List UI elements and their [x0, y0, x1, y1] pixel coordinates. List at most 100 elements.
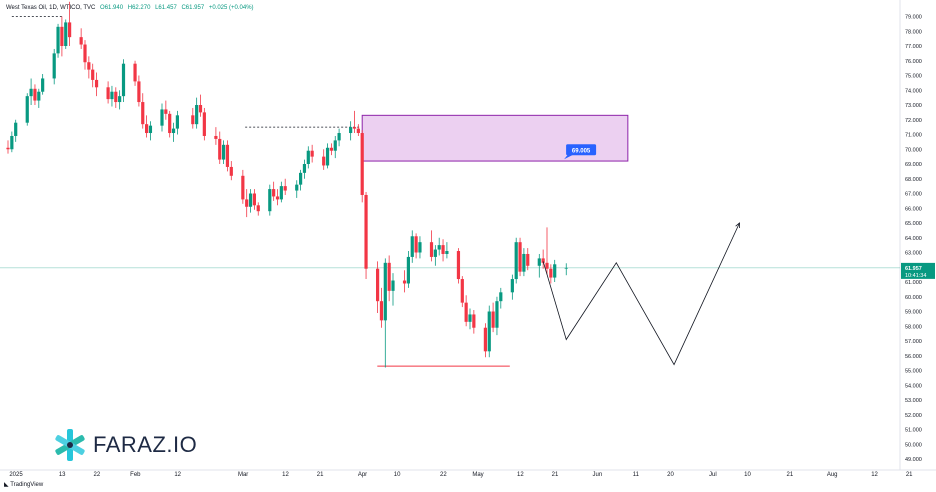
candle [114, 87, 118, 108]
candle [33, 84, 37, 105]
candle [495, 296, 499, 336]
candle [306, 146, 310, 169]
candle [79, 28, 83, 49]
candle-body [94, 79, 99, 88]
candle-body [537, 258, 541, 266]
candle [472, 310, 476, 334]
candle [352, 110, 357, 134]
y-tick-label: 69.000 [905, 162, 922, 168]
candle [160, 103, 164, 132]
candle-body [391, 280, 395, 291]
x-tick-label: 21 [906, 472, 913, 478]
y-tick-label: 68.000 [905, 177, 922, 183]
candle-body [522, 253, 526, 272]
x-tick-label: 20 [667, 472, 674, 478]
symbol-title: West Texas Oil, 1D, WTICO, TVC [6, 5, 96, 11]
y-tick-label: 66.000 [905, 206, 922, 212]
x-tick-label: Apr [358, 472, 367, 478]
candle-body [60, 26, 64, 46]
candle-body [268, 189, 272, 212]
candle [94, 72, 99, 97]
candle [445, 242, 449, 259]
y-tick-label: 56.000 [905, 354, 922, 360]
candle-body [356, 128, 360, 134]
candle-body [272, 189, 276, 197]
candle [333, 135, 337, 159]
candle [360, 130, 364, 203]
candle [133, 60, 137, 86]
y-tick-label: 58.000 [905, 324, 922, 330]
candle-body [352, 127, 357, 129]
candle-body [121, 63, 126, 97]
candle [487, 305, 491, 358]
x-tick-label: 11 [633, 472, 640, 478]
candle-body [6, 147, 10, 150]
candle-body [14, 122, 18, 136]
candle [64, 19, 68, 49]
candle-body [256, 205, 260, 212]
y-tick-label: 51.000 [905, 428, 922, 434]
candle [191, 107, 195, 129]
candle-body [491, 311, 495, 328]
y-tick-label: 74.000 [905, 88, 922, 94]
y-tick-label: 52.000 [905, 413, 922, 419]
candle-body [133, 63, 137, 82]
candle-body [79, 37, 83, 45]
candle-body [175, 115, 179, 129]
y-tick-label: 53.000 [905, 398, 922, 404]
candle-body [526, 253, 530, 266]
candle-body [410, 236, 414, 257]
close-value: C61.957 [181, 5, 205, 11]
tradingview-badge[interactable]: ◣ TradingView [4, 481, 43, 488]
candle [310, 144, 314, 163]
candle-body [33, 88, 37, 101]
y-tick-label: 75.000 [905, 74, 922, 80]
candle-body [445, 251, 449, 254]
candle [499, 287, 503, 309]
candle [14, 119, 18, 142]
current-price-tag [901, 262, 935, 279]
x-tick-label: 12 [517, 472, 524, 478]
x-tick-label: Feb [130, 472, 141, 478]
candle [329, 143, 333, 156]
candle-body [545, 262, 549, 269]
candle-body [464, 302, 468, 322]
candle-body [106, 87, 110, 100]
candle [414, 233, 418, 259]
candle [145, 115, 149, 138]
candle-body [137, 81, 141, 103]
high-value: H62.270 [127, 5, 151, 11]
y-tick-label: 49.000 [905, 457, 922, 463]
candle-body [248, 193, 253, 207]
candle-body [376, 268, 380, 302]
x-tick-label: Aug [827, 472, 838, 478]
candle-body [553, 264, 557, 278]
countdown-text: 10:41:34 [905, 273, 926, 279]
candle [383, 258, 387, 368]
candle [195, 97, 199, 129]
candle [168, 110, 172, 138]
candle-body [25, 96, 29, 123]
candle-body [541, 258, 545, 263]
y-tick-label: 70.000 [905, 147, 922, 153]
candle-body [83, 44, 87, 63]
candle-body [510, 279, 514, 293]
candle-body [283, 186, 287, 191]
candle [549, 264, 553, 284]
candle [437, 237, 441, 256]
candle [218, 131, 222, 164]
y-tick-label: 77.000 [905, 44, 922, 50]
candle [268, 184, 272, 216]
candle-body [195, 105, 199, 125]
candle [25, 93, 29, 126]
current-price-text: 61.957 [905, 266, 922, 272]
candle-body [241, 175, 245, 200]
candle-body [402, 280, 407, 284]
candle [175, 110, 179, 135]
candle-body [406, 256, 410, 284]
candle-body [295, 184, 299, 191]
x-tick-label: 21 [552, 472, 559, 478]
low-value: L61.457 [155, 5, 177, 11]
candle [222, 140, 226, 164]
